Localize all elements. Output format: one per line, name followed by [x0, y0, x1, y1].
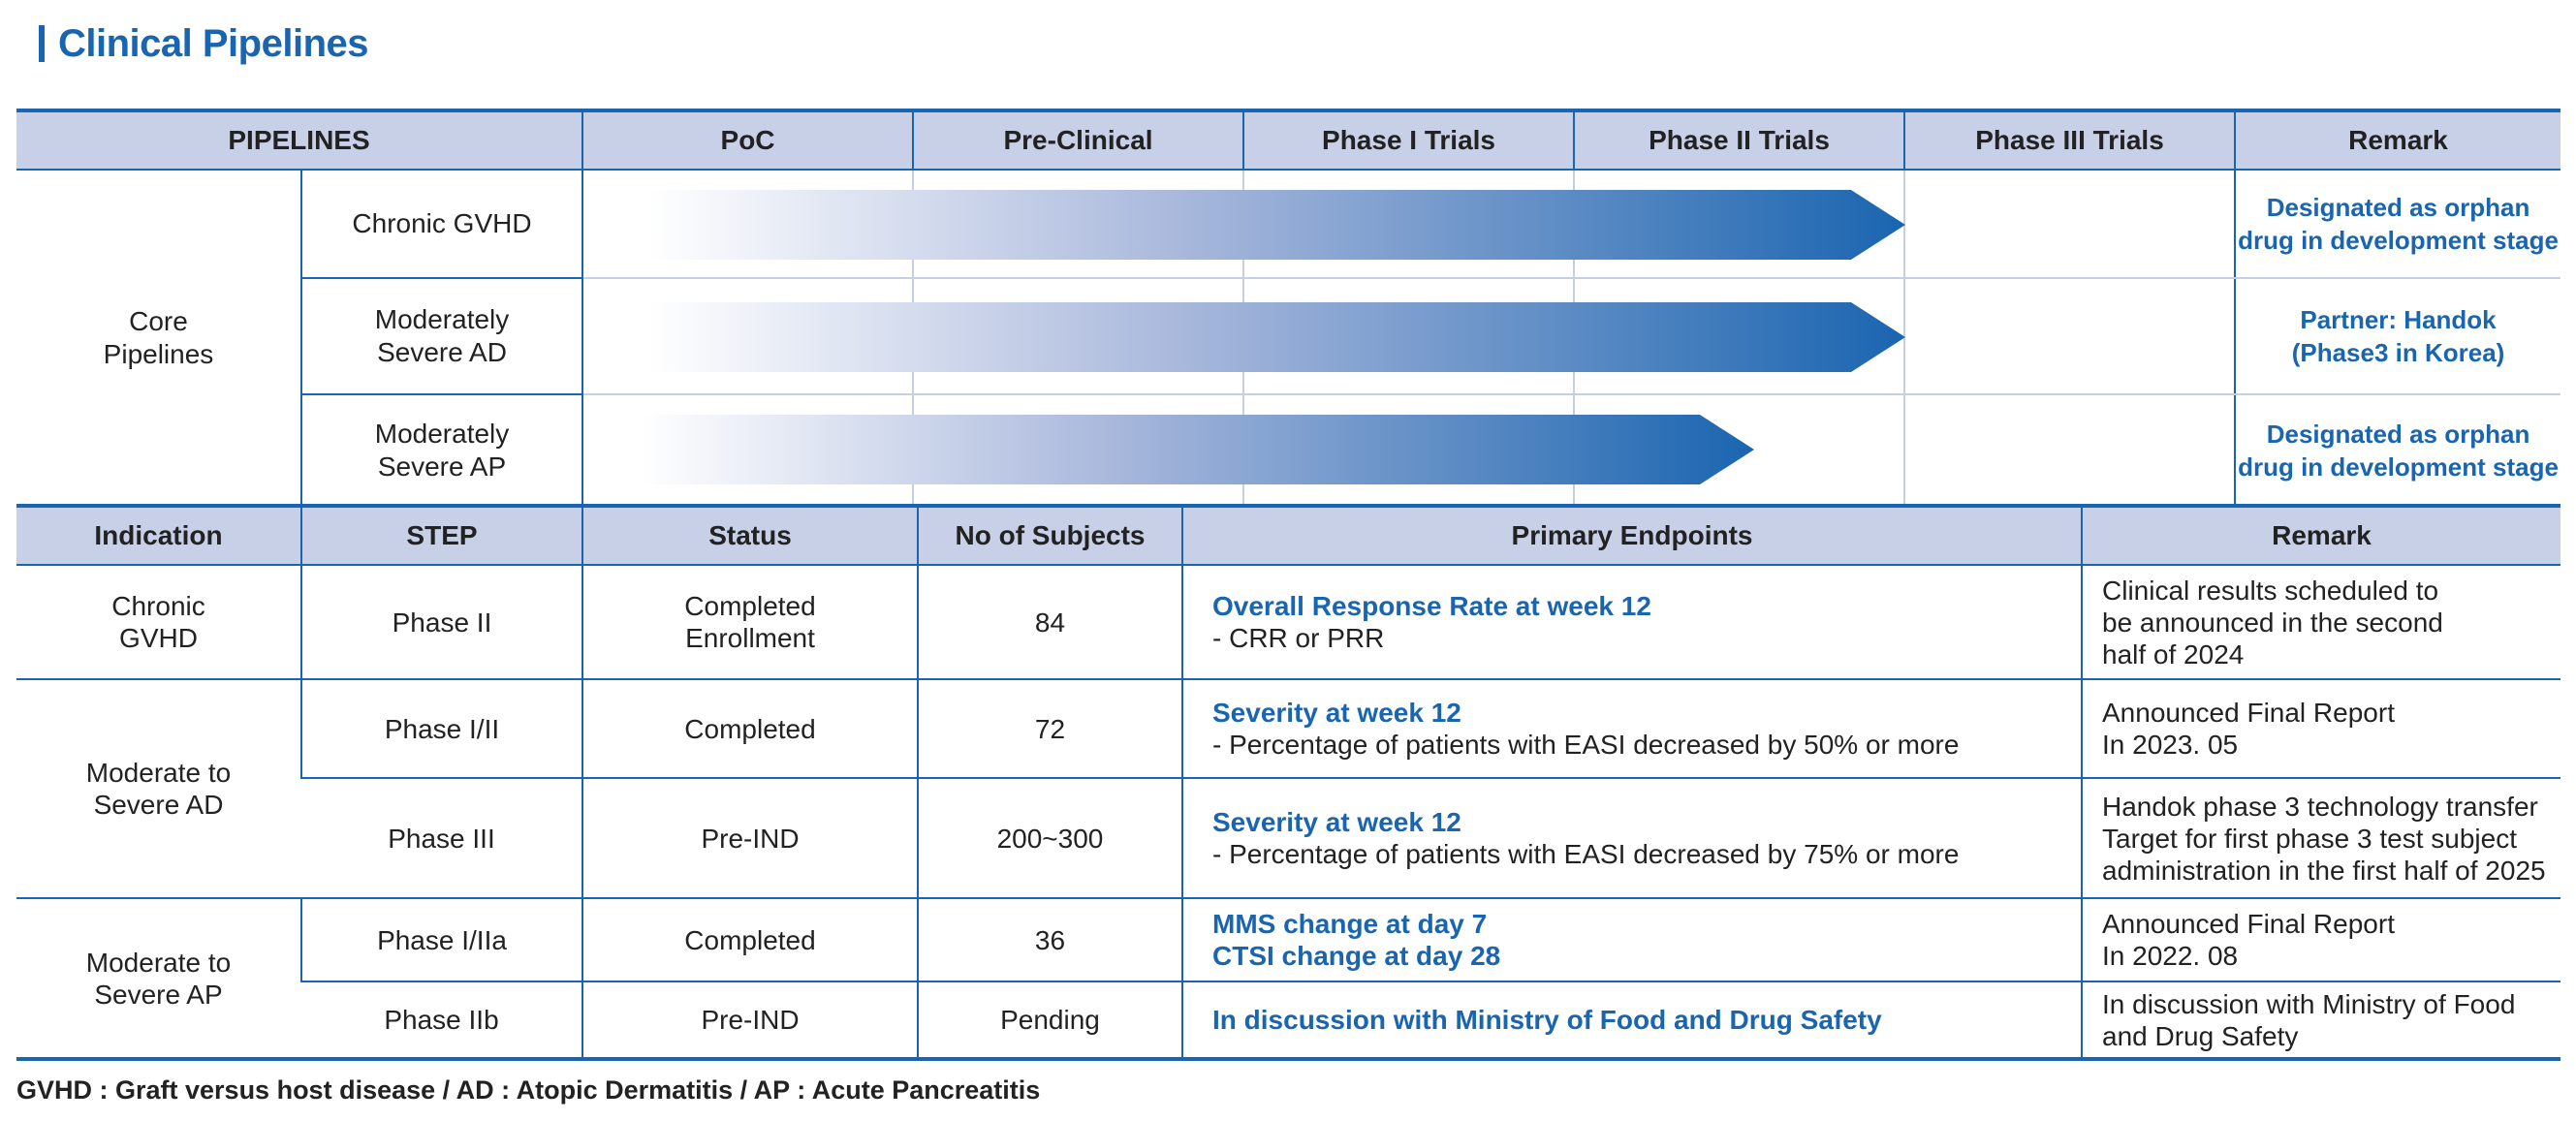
- remark-line: Announced Final Report: [2102, 909, 2395, 939]
- pipelines-table: PIPELINES PoC Pre-Clinical Phase I Trial…: [16, 109, 2561, 505]
- pipelines-header-row: PIPELINES PoC Pre-Clinical Phase I Trial…: [16, 110, 2561, 171]
- remark-line: administration in the first half of 2025: [2102, 855, 2546, 886]
- endpoint-detail: - CRR or PRR: [1212, 623, 1385, 653]
- endpoint-detail: - Percentage of patients with EASI decre…: [1212, 839, 1960, 869]
- progress-arrow: [583, 302, 1906, 372]
- header-pre-clinical: Pre-Clinical: [912, 110, 1244, 171]
- endpoint-title: In discussion with Ministry of Food and …: [1212, 1005, 1882, 1035]
- arrow-shape: [583, 190, 1906, 260]
- arrow-svg: [583, 302, 1906, 372]
- header-remark: Remark: [2234, 110, 2561, 171]
- arrow-svg: [583, 190, 1906, 260]
- study-subjects: 84: [917, 565, 1182, 680]
- progress-arrow: [583, 415, 1755, 484]
- pipeline-remark: Partner: Handok (Phase3 in Korea): [2234, 278, 2561, 395]
- header-phase-3: Phase III Trials: [1903, 110, 2236, 171]
- pipeline-progress-cell: [581, 170, 1906, 279]
- remark-line: Clinical results scheduled to: [2102, 575, 2439, 606]
- study-subjects: 36: [917, 898, 1182, 982]
- study-row: Moderate to Severe AD Phase I/II Completed…: [16, 679, 2560, 899]
- study-step: Phase I/II: [300, 679, 582, 779]
- pipeline-indication: Moderately Severe AD: [299, 278, 583, 395]
- header-pipelines: PIPELINES: [16, 110, 583, 171]
- study-status: Completed: [581, 898, 918, 982]
- study-row: Phase IIb Pre-IND Pending In discussion wit…: [16, 981, 2560, 1059]
- page-title: Clinical Pipelines: [39, 19, 369, 68]
- study-remark: In discussion with Ministry of Food and D…: [2081, 981, 2560, 1059]
- pipeline-indication: Chronic GVHD: [299, 170, 583, 279]
- endpoint-detail: - Percentage of patients with EASI decre…: [1212, 730, 1960, 760]
- study-row: Phase III Pre-IND 200~300 Severity at week …: [16, 778, 2560, 899]
- remark-line: be announced in the second: [2102, 607, 2443, 638]
- endpoint-title: MMS change at day 7: [1212, 909, 1488, 939]
- header-subjects: No of Subjects: [917, 506, 1182, 566]
- header-phase-2: Phase II Trials: [1573, 110, 1905, 171]
- study-step: Phase II: [300, 565, 582, 680]
- study-step: Phase III: [301, 778, 582, 899]
- study-endpoints: MMS change at day 7 CTSI change at day 28: [1181, 898, 2082, 982]
- footnote: GVHD : Graft versus host disease / AD : …: [16, 1075, 1041, 1105]
- pipeline-indication: Moderately Severe AP: [299, 394, 583, 505]
- studies-header-row: Indication STEP Status No of Subjects Pr…: [16, 506, 2560, 566]
- study-remark: Handok phase 3 technology transfer Target…: [2081, 778, 2560, 899]
- study-remark: Announced Final Report In 2023. 05: [2081, 679, 2560, 779]
- remark-line: half of 2024: [2102, 638, 2245, 669]
- pipeline-progress-cell: [581, 394, 1755, 505]
- pipeline-row: Moderately Severe AP Designated as orpha…: [16, 394, 2561, 505]
- remark-line: In 2023. 05: [2102, 730, 2239, 760]
- endpoint-title: CTSI change at day 28: [1212, 941, 1501, 971]
- header-phase-1: Phase I Trials: [1242, 110, 1575, 171]
- study-endpoints: Severity at week 12- Percentage of patie…: [1181, 679, 2082, 779]
- study-subjects: 72: [917, 679, 1182, 779]
- study-status: Pre-IND: [581, 778, 918, 899]
- endpoint-title: Severity at week 12: [1212, 807, 1461, 837]
- studies-table: Indication STEP Status No of Subjects Pr…: [16, 504, 2560, 1061]
- study-endpoints: Overall Response Rate at week 12- CRR or…: [1181, 565, 2082, 680]
- study-endpoints: In discussion with Ministry of Food and …: [1181, 981, 2082, 1059]
- pipeline-remark: Designated as orphan drug in development…: [2234, 170, 2561, 279]
- pipeline-progress-cell: [581, 278, 1906, 395]
- study-step: Phase IIb: [384, 1005, 499, 1035]
- remark-line: Handok phase 3 technology transfer: [2102, 791, 2538, 822]
- study-status: Completed: [581, 679, 918, 779]
- header-indication: Indication: [16, 506, 301, 566]
- study-status: Pre-IND: [581, 981, 918, 1059]
- header-status: Status: [581, 506, 918, 566]
- remark-line: Announced Final Report: [2102, 698, 2395, 728]
- core-pipelines-label: Core Pipelines: [103, 305, 214, 369]
- header-study-remark: Remark: [2081, 506, 2560, 566]
- remark-line: Target for first phase 3 test subject: [2102, 823, 2517, 854]
- page-title-text: Clinical Pipelines: [58, 21, 369, 65]
- study-indication: Moderate to Severe AD: [16, 679, 301, 899]
- arrow-shape: [583, 302, 1906, 372]
- progress-arrow: [583, 190, 1906, 260]
- endpoint-title: Overall Response Rate at week 12: [1212, 591, 1651, 621]
- study-indication: Chronic GVHD: [16, 565, 301, 680]
- study-remark: Clinical results scheduled to be announce…: [2081, 565, 2560, 680]
- remark-line: and Drug Safety: [2102, 1020, 2299, 1051]
- title-accent-bar: [39, 25, 45, 62]
- endpoint-title: Severity at week 12: [1212, 698, 1461, 728]
- pipeline-remark: Designated as orphan drug in development…: [2234, 394, 2561, 505]
- study-remark: Announced Final Report In 2022. 08: [2081, 898, 2560, 982]
- header-step: STEP: [300, 506, 582, 566]
- study-endpoints: Severity at week 12- Percentage of patie…: [1181, 778, 2082, 899]
- study-indication: Moderate to Severe AP: [85, 947, 232, 1010]
- arrow-svg: [583, 415, 1755, 484]
- study-step: Phase I/IIa: [300, 898, 582, 982]
- header-poc: PoC: [581, 110, 914, 171]
- study-subjects: 200~300: [917, 778, 1182, 899]
- header-primary-endpoints: Primary Endpoints: [1181, 506, 2082, 566]
- pipeline-row: Moderately Severe AD Partner: Handok (Ph…: [16, 278, 2561, 395]
- remark-line: In discussion with Ministry of Food: [2102, 988, 2516, 1019]
- remark-line: In 2022. 08: [2102, 941, 2239, 971]
- study-status: Completed Enrollment: [581, 565, 918, 680]
- study-subjects: Pending: [917, 981, 1182, 1059]
- pipeline-row: Core Pipelines Chronic GVHD Designated a…: [16, 170, 2561, 369]
- study-row: Moderate to Severe AP Phase I/IIa Complete…: [16, 898, 2560, 1010]
- study-row: Chronic GVHD Phase II Completed Enrollment…: [16, 565, 2560, 680]
- arrow-shape: [583, 415, 1755, 484]
